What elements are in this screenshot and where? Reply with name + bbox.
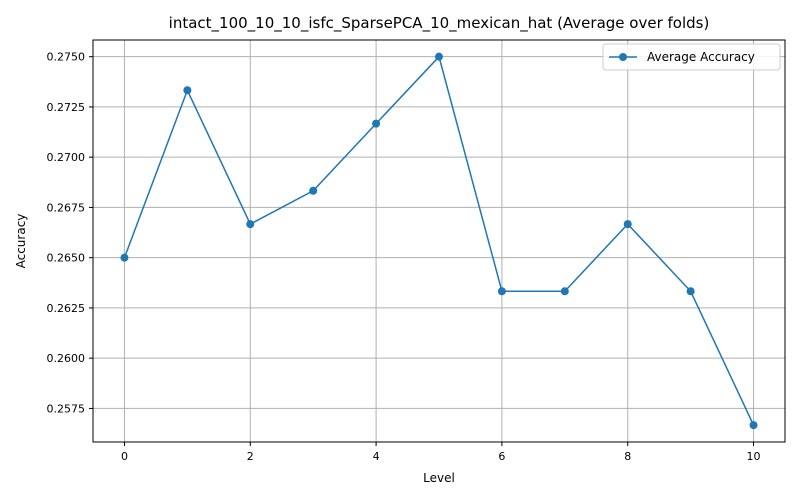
y-tick-label: 0.2600 <box>47 352 86 365</box>
y-tick-label: 0.2675 <box>47 201 86 214</box>
chart-title: intact_100_10_10_isfc_SparsePCA_10_mexic… <box>169 14 710 33</box>
y-tick-label: 0.2575 <box>47 402 86 415</box>
data-point <box>497 287 506 296</box>
data-point <box>183 86 192 95</box>
x-tick-label: 8 <box>624 450 631 463</box>
x-tick-label: 2 <box>247 450 254 463</box>
data-point <box>246 220 255 229</box>
x-tick-label: 10 <box>747 450 761 463</box>
y-axis-label: Accuracy <box>14 214 28 269</box>
x-tick-label: 6 <box>498 450 505 463</box>
plot-area-frame <box>92 39 786 443</box>
legend: Average Accuracy <box>602 43 781 71</box>
data-point <box>686 287 695 296</box>
y-tick-label: 0.2725 <box>47 101 86 114</box>
data-points <box>120 52 758 430</box>
data-point <box>120 253 129 262</box>
x-axis-label: Level <box>423 471 455 485</box>
y-tick-label: 0.2750 <box>47 51 86 64</box>
y-axis-ticks: 0.2575 0.2600 0.2625 0.2650 0.2675 0.2700 0.27… <box>47 51 93 415</box>
data-point <box>372 119 381 128</box>
y-tick-label: 0.2650 <box>47 252 86 265</box>
x-tick-label: 0 <box>121 450 128 463</box>
legend-marker-swatch <box>619 53 627 61</box>
y-tick-label: 0.2700 <box>47 151 86 164</box>
data-point <box>435 52 443 61</box>
data-point <box>749 421 758 430</box>
x-tick-label: 4 <box>373 450 380 463</box>
y-tick-label: 0.2625 <box>47 302 86 315</box>
legend-box <box>602 43 781 71</box>
data-point <box>623 220 632 229</box>
data-point <box>309 186 318 195</box>
data-point <box>560 287 569 296</box>
x-axis-ticks: 0 2 4 6 8 10 <box>121 442 761 463</box>
legend-entry-average-accuracy: Average Accuracy <box>647 50 755 64</box>
